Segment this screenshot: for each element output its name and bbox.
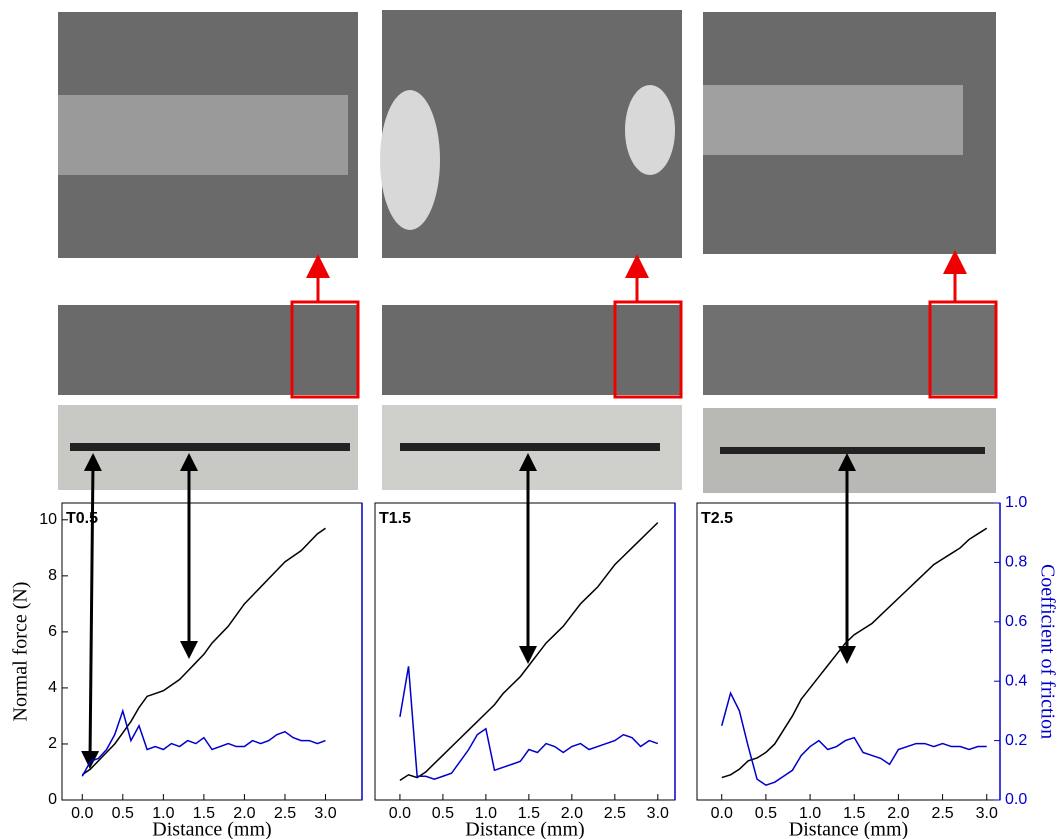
x-tick-label: 0.5 (432, 805, 454, 822)
x-axis-label: Distance (mm) (465, 819, 584, 839)
x-tick-label: 1.5 (518, 805, 540, 822)
zoom-box (613, 300, 683, 399)
x-tick-label: 0.0 (389, 805, 411, 822)
x-tick-label: 0.5 (755, 805, 777, 822)
x-tick-label: 2.0 (233, 805, 255, 822)
x-tick-label: 1.0 (475, 805, 497, 822)
x-tick-label: 3.0 (314, 805, 336, 822)
x-tick-label: 3.0 (976, 805, 998, 822)
y2-tick-label: 0.2 (1005, 732, 1027, 749)
micrographs (58, 10, 998, 769)
zoom-box (928, 300, 998, 399)
x-tick-label: 0.0 (71, 805, 93, 822)
y2-tick-label: 1.0 (1005, 494, 1027, 511)
x-axis-label: Distance (mm) (152, 819, 271, 839)
y-tick-label: 2 (48, 735, 57, 752)
y-tick-label: 6 (48, 623, 57, 640)
panel-title: T0.5 (66, 510, 98, 527)
delamination (625, 85, 675, 175)
x-tick-label: 3.0 (647, 805, 669, 822)
scratch-line (720, 447, 985, 454)
x-tick-label: 2.5 (604, 805, 626, 822)
y-axis-label: Normal force (N) (10, 582, 32, 722)
scratch-line (400, 443, 660, 451)
scratch-track (58, 95, 348, 175)
delamination (380, 90, 440, 230)
panel-title: T2.5 (701, 510, 733, 527)
strip-image (382, 305, 682, 395)
y-tick-label: 8 (48, 567, 57, 584)
y-tick-label: 0 (48, 791, 57, 808)
data-line (721, 690, 987, 786)
y2-tick-label: 0.6 (1005, 613, 1027, 630)
data-line (399, 522, 659, 782)
zoom-box (290, 300, 360, 399)
x-axis-label: Distance (mm) (789, 819, 908, 839)
data-line (399, 666, 659, 781)
y-tick-label: 4 (48, 679, 57, 696)
x-tick-label: 1.5 (843, 805, 865, 822)
plot-frame (61, 502, 363, 801)
y2-tick-label: 0.0 (1005, 791, 1027, 808)
panel-title: T1.5 (379, 510, 411, 527)
x-tick-label: 2.0 (887, 805, 909, 822)
y2-axis-label: Coefficient of friction (1036, 564, 1058, 739)
x-tick-label: 1.0 (152, 805, 174, 822)
x-tick-label: 1.5 (193, 805, 215, 822)
x-tick-label: 2.5 (931, 805, 953, 822)
scratch-track (703, 85, 963, 155)
strip-image (703, 305, 996, 395)
strip-image (58, 305, 358, 395)
location-arrow (81, 453, 102, 769)
scratch-line (70, 443, 350, 451)
data-line (81, 527, 326, 776)
x-tick-label: 0.5 (112, 805, 134, 822)
x-tick-label: 2.5 (274, 805, 296, 822)
x-tick-label: 0.0 (711, 805, 733, 822)
y-tick-label: 10 (39, 511, 57, 528)
data-line (81, 708, 326, 777)
y2-tick-label: 0.8 (1005, 554, 1027, 571)
x-tick-label: 1.0 (799, 805, 821, 822)
y2-tick-label: 0.4 (1005, 672, 1027, 689)
data-line (721, 527, 988, 779)
x-tick-label: 2.0 (561, 805, 583, 822)
